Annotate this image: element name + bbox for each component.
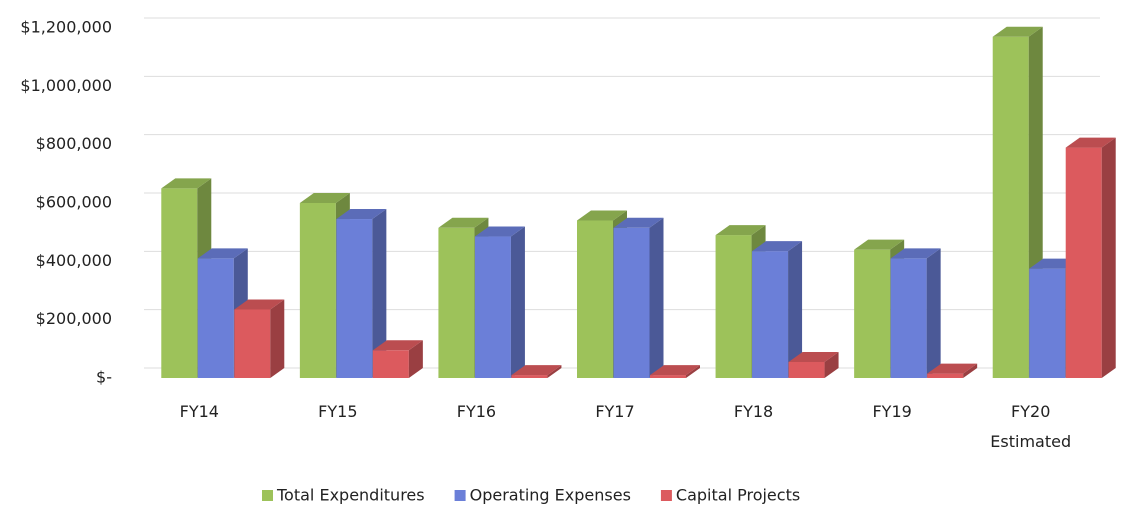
legend-label: Operating Expenses [470,486,631,505]
bar [372,340,423,378]
bar [788,351,839,378]
bar-top [788,351,839,362]
bar-side [510,226,525,378]
bar-top [234,299,285,310]
bar-top [927,363,978,374]
bar [613,217,664,378]
bar-front [197,258,234,378]
bar-front [474,236,511,378]
x-tick-label: FY20 Estimated [990,402,1071,451]
bar [927,363,978,378]
bar-top [299,193,350,203]
bar [474,226,525,378]
bar-front [992,36,1029,378]
x-tick-label: FY17 [595,402,634,421]
bar-front [511,375,548,378]
bar-top [438,217,489,228]
bar-side [547,365,562,378]
bar-side [788,241,803,378]
x-tick-label: FY14 [180,402,219,421]
bar-top [336,209,387,220]
bar [1065,137,1116,378]
bar-top [474,226,525,237]
bar-top [197,248,248,259]
x-tick-label: FY15 [318,402,357,421]
bar-top [1065,137,1116,148]
bar-top [161,178,212,189]
bar-top [650,365,700,376]
bar-side [372,209,387,378]
bar-front [1029,268,1066,378]
bar-front [927,373,964,378]
legend-label: Capital Projects [676,486,800,505]
bar-front [336,219,373,378]
bar-side [270,299,285,378]
bar [336,209,387,378]
legend-swatch [262,490,273,501]
bar-side [686,365,700,378]
bar [234,299,285,378]
bar-side [649,217,664,378]
bar-front [372,350,409,378]
bar [890,248,941,378]
bar-top [372,340,423,351]
bar-front [438,227,475,378]
y-tick-label: $600,000 [36,193,112,212]
y-tick-label: $200,000 [36,309,112,328]
bar-front [161,188,198,378]
bar-top [992,26,1043,37]
bar-top [715,225,766,236]
bar-front [788,361,825,378]
x-tick-label: FY19 [872,402,911,421]
bar-top [752,241,803,252]
bar-front [613,227,650,378]
bar-front [715,235,752,378]
bar-top [511,365,562,376]
bar-side [408,340,423,378]
bar-front [854,249,891,378]
bar-top [890,248,941,259]
bar-front [650,375,686,378]
x-tick-label: FY18 [734,402,773,421]
bar-front [752,251,789,378]
bar-top [613,217,664,228]
legend-swatch [660,490,672,501]
bar-side [1101,137,1116,378]
bar-front [1065,147,1102,378]
y-tick-label: $1,000,000 [20,76,112,95]
legend-label: Total Expenditures [276,486,425,505]
bar-side [963,363,978,378]
bar-front [234,309,271,378]
bar [650,365,700,378]
y-tick-label: $- [96,368,112,387]
bar-top [577,210,627,221]
y-tick-label: $400,000 [36,251,112,270]
bar-front [890,258,927,378]
y-tick-label: $800,000 [36,134,112,153]
bar [511,365,562,378]
bar-front [299,203,336,378]
bar [752,241,803,378]
bar-front [577,220,613,378]
y-tick-label: $1,200,000 [20,18,112,37]
bar-side [824,351,839,378]
legend-swatch [454,490,466,501]
x-tick-label: FY16 [457,402,496,421]
bar-top [854,239,905,250]
bar-side [926,248,941,378]
